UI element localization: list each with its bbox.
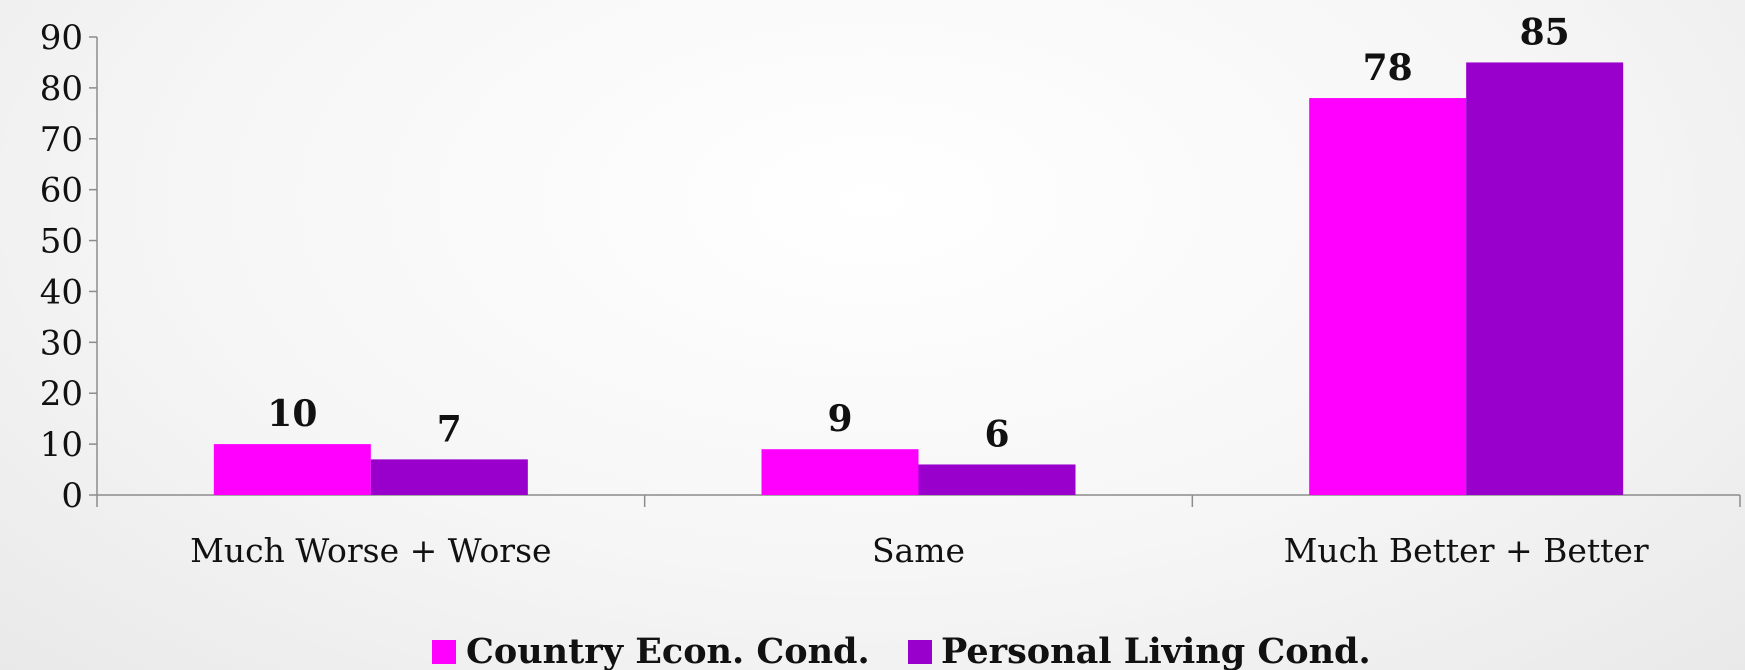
legend-swatch	[908, 640, 932, 664]
bar-country	[213, 444, 371, 495]
data-label: 78	[1363, 47, 1413, 89]
chart-labels: 10 7 Much Worse + Worse 9 6 Same 78 85 Much Bett…	[190, 11, 1649, 570]
y-tick-label: 50	[40, 222, 83, 262]
y-tick-label: 60	[40, 171, 83, 211]
y-tick-label: 30	[40, 323, 83, 363]
chart-legend: Country Econ. Cond. Personal Living Cond.	[432, 631, 1371, 670]
bar-personal	[370, 459, 528, 495]
data-label: 6	[984, 413, 1009, 455]
bar-personal	[918, 464, 1076, 495]
legend-label: Personal Living Cond.	[941, 631, 1371, 670]
y-tick-label: 70	[40, 120, 83, 160]
data-label: 9	[827, 398, 852, 440]
x-category-label: Same	[872, 531, 965, 570]
y-tick-label: 10	[40, 425, 83, 465]
data-label: 7	[437, 408, 462, 450]
bar-country	[1309, 98, 1467, 496]
bar-country	[761, 449, 919, 495]
bar-personal	[1466, 62, 1624, 495]
data-label: 10	[267, 393, 317, 435]
legend-label: Country Econ. Cond.	[466, 631, 870, 670]
legend-swatch	[432, 640, 456, 664]
y-tick-label: 40	[40, 272, 83, 312]
x-category-label: Much Worse + Worse	[190, 531, 551, 570]
chart-bars	[213, 62, 1624, 496]
y-tick-label: 0	[61, 476, 83, 516]
y-tick-label: 80	[40, 69, 83, 109]
data-label: 85	[1520, 11, 1570, 53]
chart-axes: 0 10 20 30 40 50 60 70 80 90	[40, 18, 1741, 516]
x-category-label: Much Better + Better	[1284, 531, 1649, 570]
y-tick-label: 20	[40, 374, 83, 414]
y-tick-label: 90	[40, 18, 83, 58]
